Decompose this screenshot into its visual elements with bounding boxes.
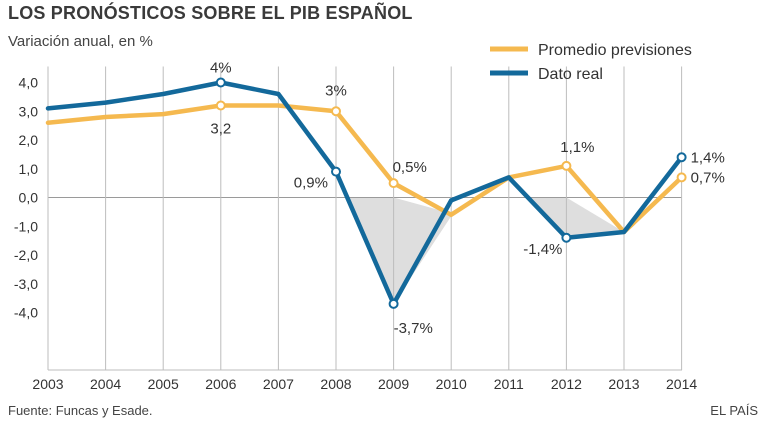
forecast-point-2008	[331, 106, 341, 117]
y-tick-label: 3,0	[19, 103, 39, 119]
x-tick-label: 2010	[436, 376, 467, 392]
data-label-actual-2009: -3,7%	[394, 320, 433, 337]
source-note: Fuente: Funcas y Esade.	[8, 403, 153, 418]
data-label-forecast-2006: 3,2	[210, 121, 231, 138]
data-label-actual-2006: 4%	[210, 60, 232, 77]
legend-label-forecast: Promedio previsiones	[538, 42, 692, 59]
actual-point-2014	[676, 152, 687, 163]
data-label-actual-2008: 0,9%	[294, 175, 328, 192]
y-tick-label: 4,0	[19, 75, 39, 91]
data-label-forecast-2008: 3%	[325, 82, 347, 99]
x-tick-label: 2014	[666, 376, 697, 392]
y-tick-label: -4,0	[14, 305, 38, 321]
x-tick-label: 2004	[90, 376, 121, 392]
x-tick-label: 2009	[378, 376, 409, 392]
chart-subtitle: Variación anual, en %	[8, 33, 153, 50]
actual-series-line	[45, 80, 684, 307]
data-label-actual-2012: -1,4%	[523, 241, 562, 258]
shaded-gap-2009	[347, 197, 453, 304]
forecast-point-2014	[676, 172, 687, 183]
actual-point-2006	[215, 77, 226, 88]
x-tick-label: 2006	[205, 376, 236, 392]
data-label-forecast-2014: 0,7%	[691, 169, 725, 186]
x-tick-label: 2012	[551, 376, 582, 392]
y-tick-label: 2,0	[19, 132, 39, 148]
forecast-point-2009	[388, 178, 399, 189]
actual-point-2009	[388, 298, 399, 309]
y-tick-label: 0,0	[19, 190, 39, 206]
x-tick-label: 2013	[608, 376, 639, 392]
forecast-point-2006	[215, 100, 226, 111]
brand-credit: EL PAÍS	[710, 403, 758, 418]
forecast-series-line	[45, 103, 684, 235]
forecast-point-2012	[561, 160, 572, 171]
data-label-actual-2014: 1,4%	[691, 149, 725, 166]
x-tick-label: 2003	[32, 376, 63, 392]
x-tick-label: 2011	[494, 376, 524, 392]
y-tick-label: -2,0	[14, 247, 38, 263]
chart-title: LOS PRONÓSTICOS SOBRE EL PIB ESPAÑOL	[8, 3, 413, 23]
x-tick-label: 2007	[263, 376, 294, 392]
actual-point-2008	[331, 166, 341, 177]
x-tick-label: 2008	[320, 376, 351, 392]
data-label-forecast-2009: 0,5%	[393, 159, 427, 176]
actual-point-2012	[561, 232, 572, 243]
data-label-forecast-2012: 1,1%	[560, 139, 594, 156]
y-tick-label: -1,0	[14, 218, 38, 234]
x-tick-label: 2005	[148, 376, 179, 392]
y-tick-label: -3,0	[14, 276, 38, 292]
y-tick-label: 1,0	[19, 161, 39, 177]
legend-label-actual: Dato real	[538, 66, 603, 83]
